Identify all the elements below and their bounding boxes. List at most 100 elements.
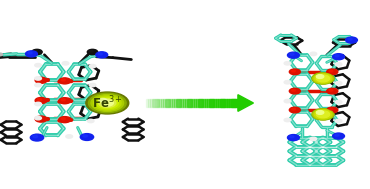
Circle shape (335, 63, 342, 66)
Circle shape (290, 136, 294, 138)
Bar (148, 99, 150, 107)
Circle shape (335, 119, 342, 123)
Circle shape (312, 73, 334, 84)
Circle shape (35, 77, 41, 80)
Bar (190, 99, 192, 107)
FancyArrow shape (238, 95, 253, 111)
Bar (223, 99, 225, 107)
Circle shape (98, 53, 102, 55)
Circle shape (335, 81, 342, 85)
Bar (234, 99, 236, 107)
Circle shape (327, 107, 338, 113)
Circle shape (88, 93, 126, 113)
Circle shape (35, 133, 41, 137)
Bar (229, 99, 231, 107)
Circle shape (327, 69, 338, 75)
Bar (181, 99, 183, 107)
Circle shape (61, 99, 65, 101)
Bar (155, 99, 158, 107)
Bar (209, 99, 211, 107)
Circle shape (35, 77, 47, 83)
Bar (194, 99, 196, 107)
Circle shape (37, 78, 42, 81)
Circle shape (101, 100, 113, 106)
Bar (163, 99, 165, 107)
Circle shape (292, 108, 295, 110)
Bar (212, 99, 215, 107)
Bar (236, 99, 238, 107)
Circle shape (35, 83, 41, 87)
Circle shape (289, 88, 300, 94)
Circle shape (313, 73, 333, 84)
Circle shape (316, 75, 324, 78)
Circle shape (99, 99, 116, 107)
Circle shape (89, 103, 96, 107)
Circle shape (289, 69, 300, 75)
Bar (175, 99, 178, 107)
Circle shape (59, 117, 71, 123)
Text: Fe$^{3+}$: Fe$^{3+}$ (92, 95, 123, 111)
Circle shape (346, 37, 357, 43)
Circle shape (313, 109, 333, 120)
Circle shape (35, 116, 47, 122)
Circle shape (310, 52, 317, 56)
Circle shape (37, 99, 42, 101)
Bar (154, 99, 156, 107)
Circle shape (284, 81, 291, 84)
Circle shape (34, 50, 37, 52)
Bar (168, 99, 170, 107)
Bar (203, 99, 205, 107)
Circle shape (87, 49, 98, 55)
Circle shape (289, 107, 300, 113)
Circle shape (61, 118, 65, 120)
Bar (150, 99, 152, 107)
Bar (170, 99, 172, 107)
Bar (211, 99, 213, 107)
Circle shape (284, 62, 291, 65)
Circle shape (335, 100, 342, 104)
Circle shape (37, 117, 42, 119)
Circle shape (333, 54, 344, 60)
Circle shape (329, 89, 333, 91)
Circle shape (83, 135, 88, 137)
Circle shape (66, 135, 73, 138)
Bar (146, 99, 148, 107)
Circle shape (35, 64, 41, 67)
Circle shape (335, 134, 339, 136)
Bar (199, 99, 202, 107)
Bar (188, 99, 191, 107)
Bar (216, 99, 218, 107)
Bar (166, 99, 169, 107)
Bar (159, 99, 161, 107)
Circle shape (35, 116, 41, 120)
Bar (198, 99, 200, 107)
Circle shape (35, 102, 41, 106)
Circle shape (28, 52, 32, 54)
Circle shape (316, 111, 324, 114)
Circle shape (35, 98, 47, 104)
Circle shape (310, 137, 317, 141)
Bar (152, 99, 154, 107)
Circle shape (86, 92, 129, 114)
Bar (214, 99, 216, 107)
Circle shape (327, 88, 338, 94)
Circle shape (96, 97, 118, 109)
Circle shape (91, 95, 124, 111)
Bar (165, 99, 167, 107)
Bar (185, 99, 187, 107)
Bar (225, 99, 227, 107)
Bar (218, 99, 220, 107)
Bar (207, 99, 209, 107)
Circle shape (316, 111, 330, 118)
Bar (174, 99, 176, 107)
Bar (183, 99, 185, 107)
Bar (179, 99, 181, 107)
Bar (161, 99, 163, 107)
Circle shape (329, 70, 333, 72)
Bar (172, 99, 174, 107)
Circle shape (33, 135, 38, 138)
Circle shape (316, 75, 330, 82)
Circle shape (290, 53, 294, 55)
Circle shape (89, 64, 96, 68)
Circle shape (30, 134, 44, 141)
